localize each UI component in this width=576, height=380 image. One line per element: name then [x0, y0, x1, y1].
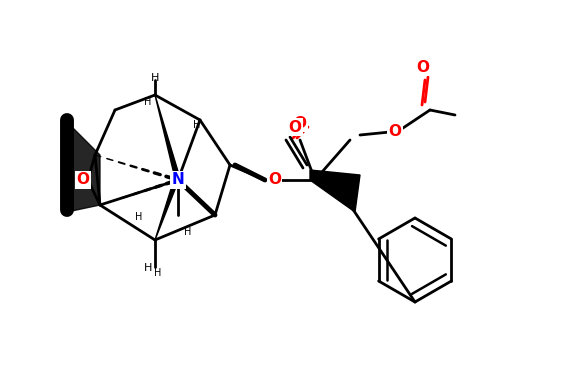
Text: H: H [184, 227, 192, 237]
Text: H: H [144, 263, 152, 273]
Polygon shape [155, 174, 180, 240]
Text: O: O [294, 116, 306, 130]
Polygon shape [155, 95, 180, 180]
Text: O: O [416, 60, 430, 74]
Text: N: N [172, 173, 184, 187]
Polygon shape [315, 180, 342, 193]
Text: H: H [154, 268, 162, 278]
Text: O: O [268, 173, 281, 187]
Polygon shape [310, 170, 360, 212]
Text: O: O [388, 125, 401, 139]
Text: H: H [135, 212, 143, 222]
Text: O: O [77, 173, 89, 187]
Text: O: O [289, 119, 301, 135]
Text: H: H [151, 73, 159, 83]
Polygon shape [67, 122, 100, 212]
Text: H: H [145, 97, 151, 107]
Text: H: H [194, 120, 200, 130]
